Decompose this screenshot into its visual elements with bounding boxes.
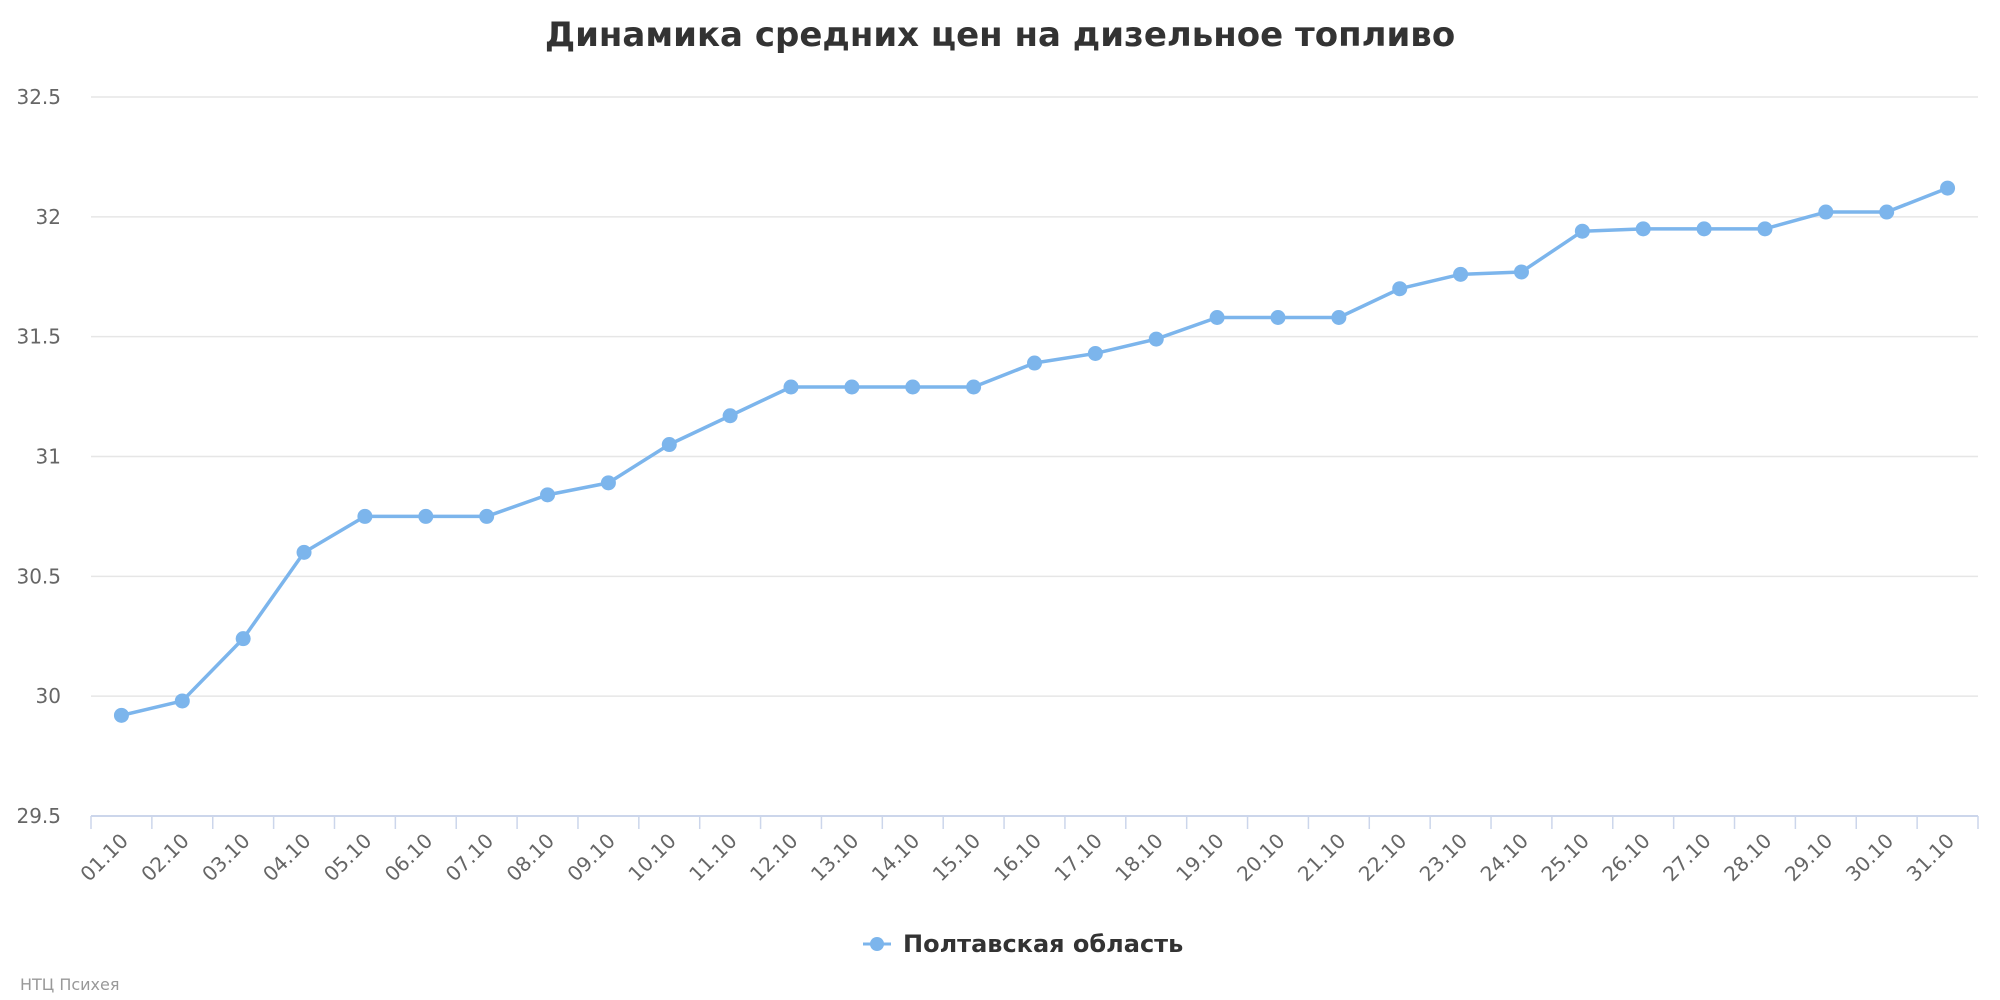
x-tick-label: 15.10 <box>928 829 985 886</box>
data-point[interactable] <box>1453 266 1469 282</box>
data-point[interactable] <box>1513 264 1529 280</box>
data-point[interactable] <box>174 693 190 709</box>
x-tick-label: 09.10 <box>562 829 619 886</box>
x-tick-label: 28.10 <box>1719 829 1776 886</box>
x-tick-label: 25.10 <box>1536 829 1593 886</box>
x-tick-label: 11.10 <box>684 829 741 886</box>
data-point[interactable] <box>1209 309 1225 325</box>
x-tick-label: 30.10 <box>1841 829 1898 886</box>
data-point[interactable] <box>722 408 738 424</box>
data-point[interactable] <box>1027 355 1042 371</box>
gridlines <box>91 96 1978 697</box>
data-point[interactable] <box>1574 223 1590 239</box>
y-tick-label: 32 <box>36 205 61 229</box>
x-tick-label: 23.10 <box>1415 829 1472 886</box>
x-tick-label: 04.10 <box>258 829 315 886</box>
x-tick-label: 22.10 <box>1354 829 1411 886</box>
x-tick-label: 20.10 <box>1232 829 1289 886</box>
legend[interactable]: Полтавская область <box>863 930 1183 958</box>
data-point[interactable] <box>600 475 616 491</box>
data-point[interactable] <box>661 437 677 453</box>
y-tick-label: 30.5 <box>16 564 61 588</box>
y-tick-label: 29.5 <box>16 804 61 828</box>
data-point[interactable] <box>418 508 434 524</box>
data-point[interactable] <box>905 379 921 395</box>
series-line <box>121 186 1949 718</box>
data-point[interactable] <box>540 487 556 503</box>
data-point[interactable] <box>479 508 495 524</box>
data-point[interactable] <box>1331 309 1347 325</box>
x-tick-label: 07.10 <box>441 829 498 886</box>
x-tick-label: 05.10 <box>319 829 376 886</box>
x-tick-label: 10.10 <box>623 829 680 886</box>
data-point[interactable] <box>966 379 982 395</box>
x-tick-label: 12.10 <box>745 829 802 886</box>
legend-marker-icon <box>870 937 884 951</box>
y-tick-label: 31 <box>36 445 61 469</box>
data-point[interactable] <box>357 508 373 524</box>
series-poltava <box>113 180 1956 723</box>
data-point[interactable] <box>783 379 799 395</box>
x-tick-label: 18.10 <box>1110 829 1167 886</box>
data-point[interactable] <box>296 544 312 560</box>
data-point[interactable] <box>1270 309 1286 325</box>
legend-label[interactable]: Полтавская область <box>903 930 1183 958</box>
y-tick-label: 31.5 <box>16 325 61 349</box>
data-point[interactable] <box>1696 221 1712 237</box>
data-point[interactable] <box>1392 281 1408 297</box>
x-tick-label: 21.10 <box>1293 829 1350 886</box>
chart-title: Динамика средних цен на дизельное топлив… <box>545 15 1455 55</box>
x-axis: 01.10 02.10 03.10 04.10 05.10 06.10 07.10 08.10… <box>76 815 1979 886</box>
data-point[interactable] <box>113 707 129 723</box>
x-tick-label: 13.10 <box>806 829 863 886</box>
data-point[interactable] <box>1879 204 1895 220</box>
data-point[interactable] <box>844 379 860 395</box>
data-point[interactable] <box>1818 204 1834 220</box>
data-point[interactable] <box>1635 221 1651 237</box>
x-tick-label: 26.10 <box>1597 829 1654 886</box>
x-tick-label: 06.10 <box>380 829 437 886</box>
x-tick-label: 24.10 <box>1476 829 1533 886</box>
x-tick-label: 01.10 <box>76 829 133 886</box>
y-tick-label: 30 <box>36 684 61 708</box>
data-point[interactable] <box>1148 331 1164 347</box>
x-tick-label: 08.10 <box>502 829 559 886</box>
x-tick-label: 19.10 <box>1171 829 1228 886</box>
x-tick-label: 02.10 <box>136 829 193 886</box>
x-tick-label: 03.10 <box>197 829 254 886</box>
x-tick-label: 29.10 <box>1780 829 1837 886</box>
x-tick-label: 14.10 <box>867 829 924 886</box>
data-point[interactable] <box>1087 345 1103 361</box>
data-point[interactable] <box>1757 221 1773 237</box>
credits[interactable]: НТЦ Психея <box>20 975 119 994</box>
x-tick-label: 27.10 <box>1658 829 1715 886</box>
y-tick-label: 32.5 <box>16 85 61 109</box>
data-point[interactable] <box>235 631 251 647</box>
x-tick-label: 31.10 <box>1902 829 1959 886</box>
data-point[interactable] <box>1940 180 1956 196</box>
x-tick-label: 17.10 <box>1049 829 1106 886</box>
x-tick-label: 16.10 <box>989 829 1046 886</box>
y-axis: 29.5 30 30.5 31 31.5 32 32.5 <box>16 85 61 828</box>
